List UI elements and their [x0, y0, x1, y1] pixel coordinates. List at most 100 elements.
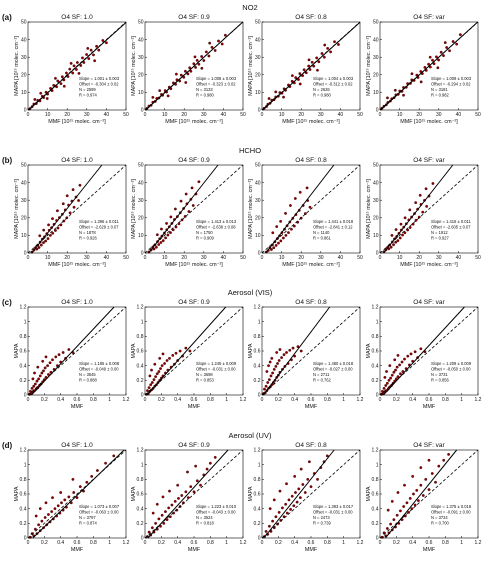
scatter-panel: O4 SF: var 00 10 10 20 20 30 30 40 40 50 50 MMF [10¹… [366, 157, 481, 268]
x-tick-label: 30 [84, 112, 90, 118]
one-to-one-line [27, 164, 127, 254]
x-tick-label: 50 [357, 255, 363, 261]
fit-line [383, 164, 454, 254]
data-point [383, 375, 387, 379]
data-point [387, 247, 391, 251]
data-point [329, 50, 333, 54]
fit-line [385, 449, 458, 539]
data-point [193, 55, 197, 59]
data-point [189, 485, 193, 489]
data-point [158, 89, 162, 93]
stat-text: Slope = 1.008 ± 0.003 [196, 76, 237, 81]
x-tick-label: 0 [27, 112, 30, 118]
fit-line [148, 164, 219, 254]
y-tick-label: 0.2 [372, 378, 379, 384]
stat-text: R = 0.856 [431, 377, 450, 382]
y-tick-label: 0.4 [372, 363, 379, 369]
section-title: Aerosol (VIS) [228, 288, 273, 297]
stat-text: Offset = -0.049 ± 0.00 [79, 366, 119, 371]
data-point [95, 44, 98, 48]
y-tick-label: 20 [373, 216, 379, 222]
data-point [147, 386, 151, 390]
data-point [163, 362, 167, 365]
stat-text: N = 3797 [79, 515, 96, 520]
data-point [37, 246, 41, 249]
panel-title: O4 SF: var [413, 157, 445, 164]
data-point [421, 494, 425, 497]
data-point [72, 64, 76, 68]
data-point [419, 70, 423, 73]
data-point [448, 49, 451, 53]
y-tick-label: 0.6 [254, 349, 261, 355]
data-point [290, 494, 294, 498]
data-point [179, 73, 183, 77]
x-tick-label: 1 [225, 397, 228, 403]
fit-line [263, 449, 335, 539]
data-point [406, 354, 410, 358]
data-point [303, 491, 307, 494]
data-point [41, 359, 45, 363]
data-point [169, 215, 173, 219]
stat-text: Slope = 1.209 ± 0.009 [431, 361, 472, 366]
x-tick-label: 1.2 [475, 540, 482, 546]
y-tick-label: 10 [138, 233, 144, 239]
data-point [186, 496, 190, 500]
y-tick-label: 30 [373, 55, 379, 61]
x-tick-label: 0.6 [308, 397, 315, 403]
y-tick-label: 0 [24, 251, 27, 257]
y-tick-label: 0 [258, 108, 261, 114]
data-point [39, 243, 43, 247]
x-axis-label: MMF [305, 547, 318, 553]
y-tick-label: 40 [373, 180, 379, 186]
data-point [75, 68, 78, 71]
one-to-one-line [261, 164, 361, 254]
y-tick-label: 0 [24, 393, 27, 399]
x-tick-label: 0.4 [291, 540, 298, 546]
stat-text: Offset = -0.043 ± 0.00 [196, 509, 236, 514]
y-tick-label: 0 [141, 251, 144, 257]
x-tick-label: 30 [201, 112, 207, 118]
y-axis-label: MAPA [10¹⁵ molec. cm⁻²] [248, 179, 254, 239]
data-point [315, 56, 319, 60]
data-point [299, 467, 303, 471]
data-point [270, 356, 274, 360]
data-point [396, 375, 400, 379]
data-point [307, 64, 311, 68]
scatter-panel: O4 SF: var 00 0.2 0.2 0.4 0.4 0.6 0.6 0.8 0.8 1 1 1.… [366, 442, 482, 553]
data-point [382, 386, 386, 390]
scatter-panel: O4 SF: 0.8 00 0.2 0.2 0.4 0.4 0.6 0.6 0.8 0.8 1 1 1.… [248, 299, 364, 410]
x-tick-label: 10 [162, 112, 168, 118]
data-point [436, 66, 440, 70]
stat-text: R = 0.980 [196, 92, 215, 97]
data-point [411, 222, 415, 226]
data-point [184, 346, 188, 350]
data-point [199, 483, 202, 487]
data-point [61, 202, 65, 206]
y-tick-label: 40 [21, 180, 27, 186]
data-point [39, 91, 43, 95]
data-point [285, 351, 288, 354]
data-point [431, 58, 434, 62]
data-point [289, 227, 293, 231]
data-point [294, 491, 297, 494]
data-point [432, 62, 436, 66]
stat-text: R = 0.762 [313, 377, 332, 382]
one-to-one-line [261, 306, 361, 396]
stat-text: Offset = -2.638 ± 0.08 [196, 224, 236, 229]
data-point [279, 239, 283, 243]
data-point [284, 502, 288, 506]
x-tick-label: 1.2 [240, 397, 247, 403]
data-point [158, 356, 162, 360]
data-point [316, 68, 319, 72]
data-point [159, 241, 163, 244]
data-point [414, 201, 418, 205]
data-point [434, 480, 437, 484]
x-tick-label: 1 [460, 397, 463, 403]
data-point [51, 496, 54, 500]
panel-title: O4 SF: 1.0 [61, 442, 93, 449]
x-tick-label: 10 [45, 255, 51, 261]
y-tick-label: 40 [255, 37, 261, 43]
y-tick-label: 10 [138, 90, 144, 96]
x-tick-label: 10 [279, 255, 285, 261]
